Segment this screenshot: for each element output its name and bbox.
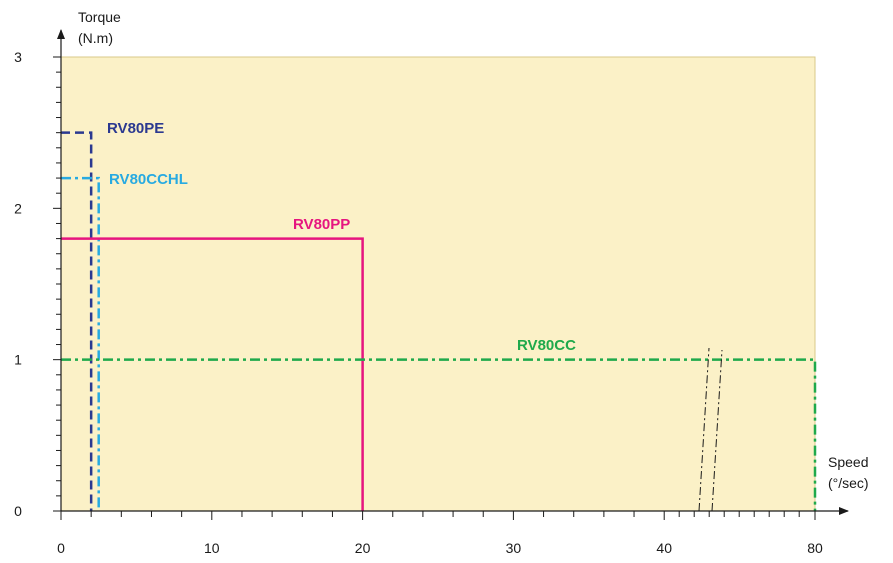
- series-label-rv80cc: RV80CC: [517, 337, 576, 354]
- x-axis-title-line1: Speed: [828, 454, 868, 470]
- x-tick-label: 80: [807, 540, 823, 556]
- x-tick-label: 20: [355, 540, 371, 556]
- x-tick-label: 30: [506, 540, 522, 556]
- axis-break-mark-right: [711, 349, 723, 512]
- x-axis-title-line2: (°/sec): [828, 475, 869, 491]
- y-axis-title-line2: (N.m): [78, 30, 113, 46]
- series-line-rv80pe: [61, 131, 93, 511]
- series-label-rv80pp: RV80PP: [293, 216, 350, 233]
- y-tick-label: 1: [14, 352, 22, 368]
- series-label-rv80cchl: RV80CCHL: [109, 171, 188, 188]
- series-line-rv80cc: [61, 358, 817, 511]
- plot-area: [60, 56, 816, 512]
- y-tick-label: 0: [14, 503, 22, 519]
- y-tick-label: 2: [14, 200, 22, 216]
- y-axis-title-line1: Torque: [78, 9, 121, 25]
- series-line-rv80cchl: [61, 176, 100, 511]
- y-tick-label: 3: [14, 49, 22, 65]
- x-tick-label: 40: [656, 540, 672, 556]
- axis-break-mark-left: [698, 347, 710, 512]
- series-line-rv80pp: [61, 237, 364, 511]
- series-label-rv80pe: RV80PE: [107, 120, 164, 137]
- x-tick-label: 0: [57, 540, 65, 556]
- x-tick-label: 10: [204, 540, 220, 556]
